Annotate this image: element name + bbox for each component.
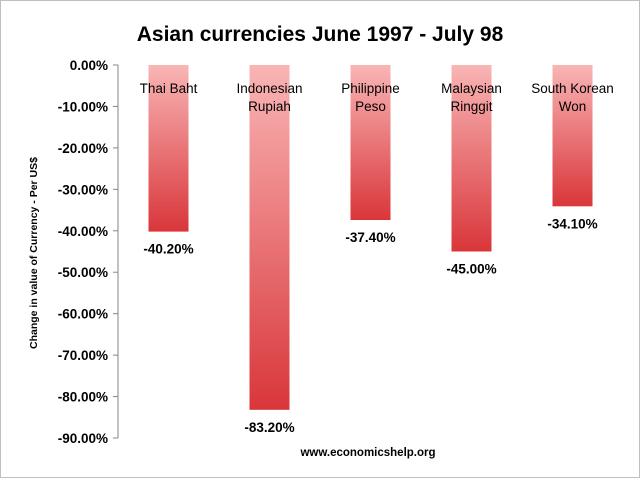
y-tick-label: -10.00% [58,99,108,114]
y-axis-label: Change in value of Currency - Per US$ [28,157,40,349]
category-label: Ringgit [450,99,492,114]
data-label: -34.10% [547,216,597,231]
data-label: -40.20% [143,242,193,257]
bar [249,65,290,410]
category-label: Malaysian [441,81,502,96]
y-tick-label: -70.00% [58,348,108,363]
category-label: Won [559,99,587,114]
y-tick-label: -40.00% [58,224,108,239]
axes: 0.00% -10.00% -20.00% -30.00% -40.00% -50.00%… [58,58,119,446]
category-label: Thai Baht [140,81,198,96]
y-tick-label: -20.00% [58,141,108,156]
bar [552,65,593,207]
bar [148,65,189,232]
y-tick-label: -80.00% [58,390,108,405]
category-label: Indonesian [236,81,302,96]
category-label: Peso [355,99,386,114]
y-tick-label: 0.00% [70,58,108,73]
data-label: -37.40% [345,230,395,245]
data-label: -83.20% [244,420,294,435]
bar [451,65,492,252]
category-label: Philippine [341,81,400,96]
labels: Thai Baht -40.20% Indonesian Rupiah -83.20% P… [140,81,614,435]
y-tick-label: -60.00% [58,307,108,322]
footer-text: www.economicshelp.org [299,447,435,459]
y-tick-label: -30.00% [58,182,108,197]
y-tick-label: -90.00% [58,431,108,446]
y-tick-label: -50.00% [58,265,108,280]
category-label: Rupiah [248,99,291,114]
bars [148,65,593,410]
chart-title: Asian currencies June 1997 - July 98 [137,23,504,46]
data-label: -45.00% [446,262,496,277]
bar [350,65,391,221]
category-label: South Korean [531,81,614,96]
